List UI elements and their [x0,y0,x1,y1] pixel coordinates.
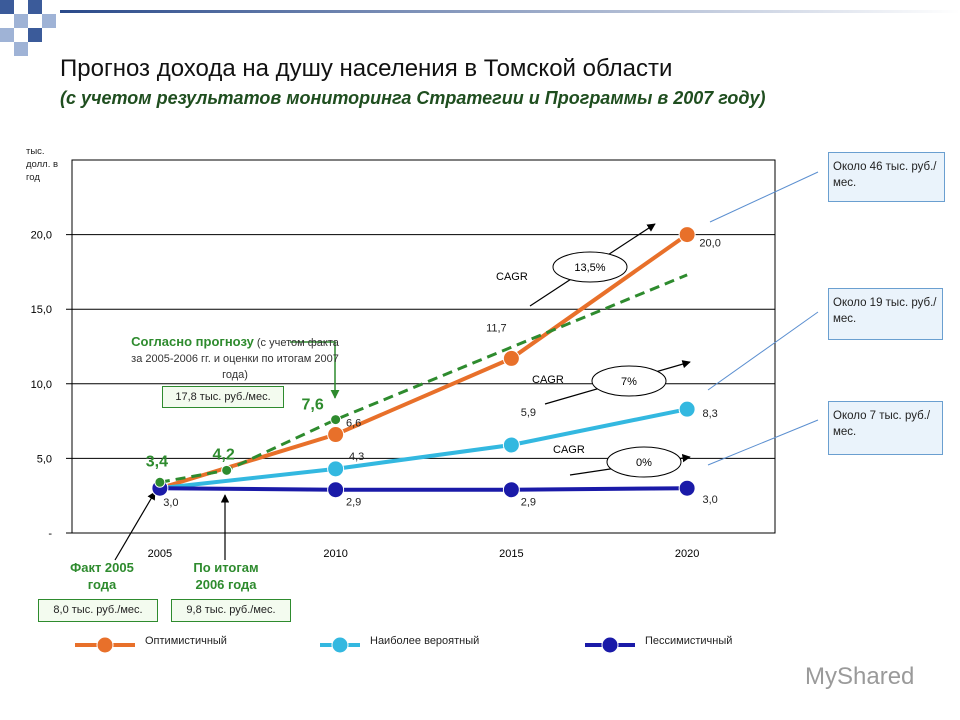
data-point [502,349,520,367]
y-tick-label: - [48,528,52,540]
data-point [154,476,166,488]
cagr-ellipse [552,251,628,283]
value-label: 4,2 [213,446,235,463]
series-line [159,232,689,491]
corner-decoration [0,0,960,56]
value-label: 11,7 [486,322,507,334]
legend-marker [96,636,114,654]
data-point [678,400,696,418]
series-line [159,486,688,492]
data-point [502,436,520,454]
forecast-note: Согласно прогнозу (с учетом факта за 200… [125,334,345,383]
data-point [502,481,520,499]
series-line [159,273,688,484]
callout-box: Около 7 тыс. руб./мес. [828,401,943,455]
data-point [221,464,233,476]
y-tick-label: 5,0 [37,453,52,465]
legend-marker [331,636,349,654]
fact-label: Факт 2005 года [70,560,134,592]
fact-box: 8,0 тыс. руб./мес. [38,599,158,622]
fact-box: 9,8 тыс. руб./мес. [171,599,291,622]
cagr-ellipse [606,446,682,478]
forecast-bracket [290,341,340,399]
value-label: 3,0 [702,494,717,506]
value-label: 3,0 [163,497,178,509]
data-point [327,426,345,444]
x-tick-label: 2015 [499,548,523,560]
forecast-box: 17,8 тыс. руб./мес. [162,386,284,408]
data-point [678,479,696,497]
series-line [159,407,688,491]
fact-arrow [114,491,156,561]
data-point [330,414,342,426]
value-label: 20,0 [699,238,720,250]
value-label: 7,6 [302,397,324,414]
callout-line [709,171,819,223]
value-label: 4,3 [349,451,364,463]
cagr-value: 7% [621,376,637,388]
subtitle: (с учетом результатов мониторинга Страте… [60,88,766,108]
data-point [678,226,696,244]
watermark: MyShared [805,663,914,690]
value-label: 6,6 [346,418,361,430]
legend-label: Оптимистичный [145,635,227,647]
cagr-label: CAGR [496,271,528,283]
value-label: 8,3 [702,408,717,420]
cagr-value: 0% [636,457,652,469]
callout-box: Около 46 тыс. руб./мес. [828,152,945,202]
value-label: 3,4 [146,453,168,470]
forecast-note-text: (с учетом факта за 2005-2006 гг. и оценк… [131,337,339,381]
data-point [327,460,345,478]
y-axis-label: тыс. долл. в год [26,146,59,183]
cagr-value: 13,5% [574,262,605,274]
value-label: 5,9 [521,407,536,419]
annotations: 13,5% 7% 0% CAGR CAGR CAGR [114,171,819,561]
value-label: 2,9 [346,497,361,509]
legend-label: Пессимистичный [645,635,732,647]
y-tick-label: 15,0 [31,304,52,316]
x-tick-label: 2020 [675,548,699,560]
cagr-label: CAGR [553,444,585,456]
value-label: 2,9 [521,497,536,509]
x-tick-label: 2005 [148,548,172,560]
y-tick-label: 10,0 [31,379,52,391]
callout-box: Около 19 тыс. руб./мес. [828,288,943,340]
x-tick-label: 2010 [323,548,347,560]
cagr-ellipse [591,365,667,397]
callout-line [707,311,819,391]
y-tick-label: 20,0 [31,230,52,242]
cagr-label: CAGR [532,374,564,386]
forecast-note-title: Согласно прогнозу [131,334,254,349]
legend-marker [601,636,619,654]
title: Прогноз дохода на душу населения в Томск… [60,55,672,82]
callout-line [707,419,819,466]
legend-label: Наиболее вероятный [370,635,479,647]
fact-label: По итогам 2006 года [193,560,259,592]
data-point [327,481,345,499]
